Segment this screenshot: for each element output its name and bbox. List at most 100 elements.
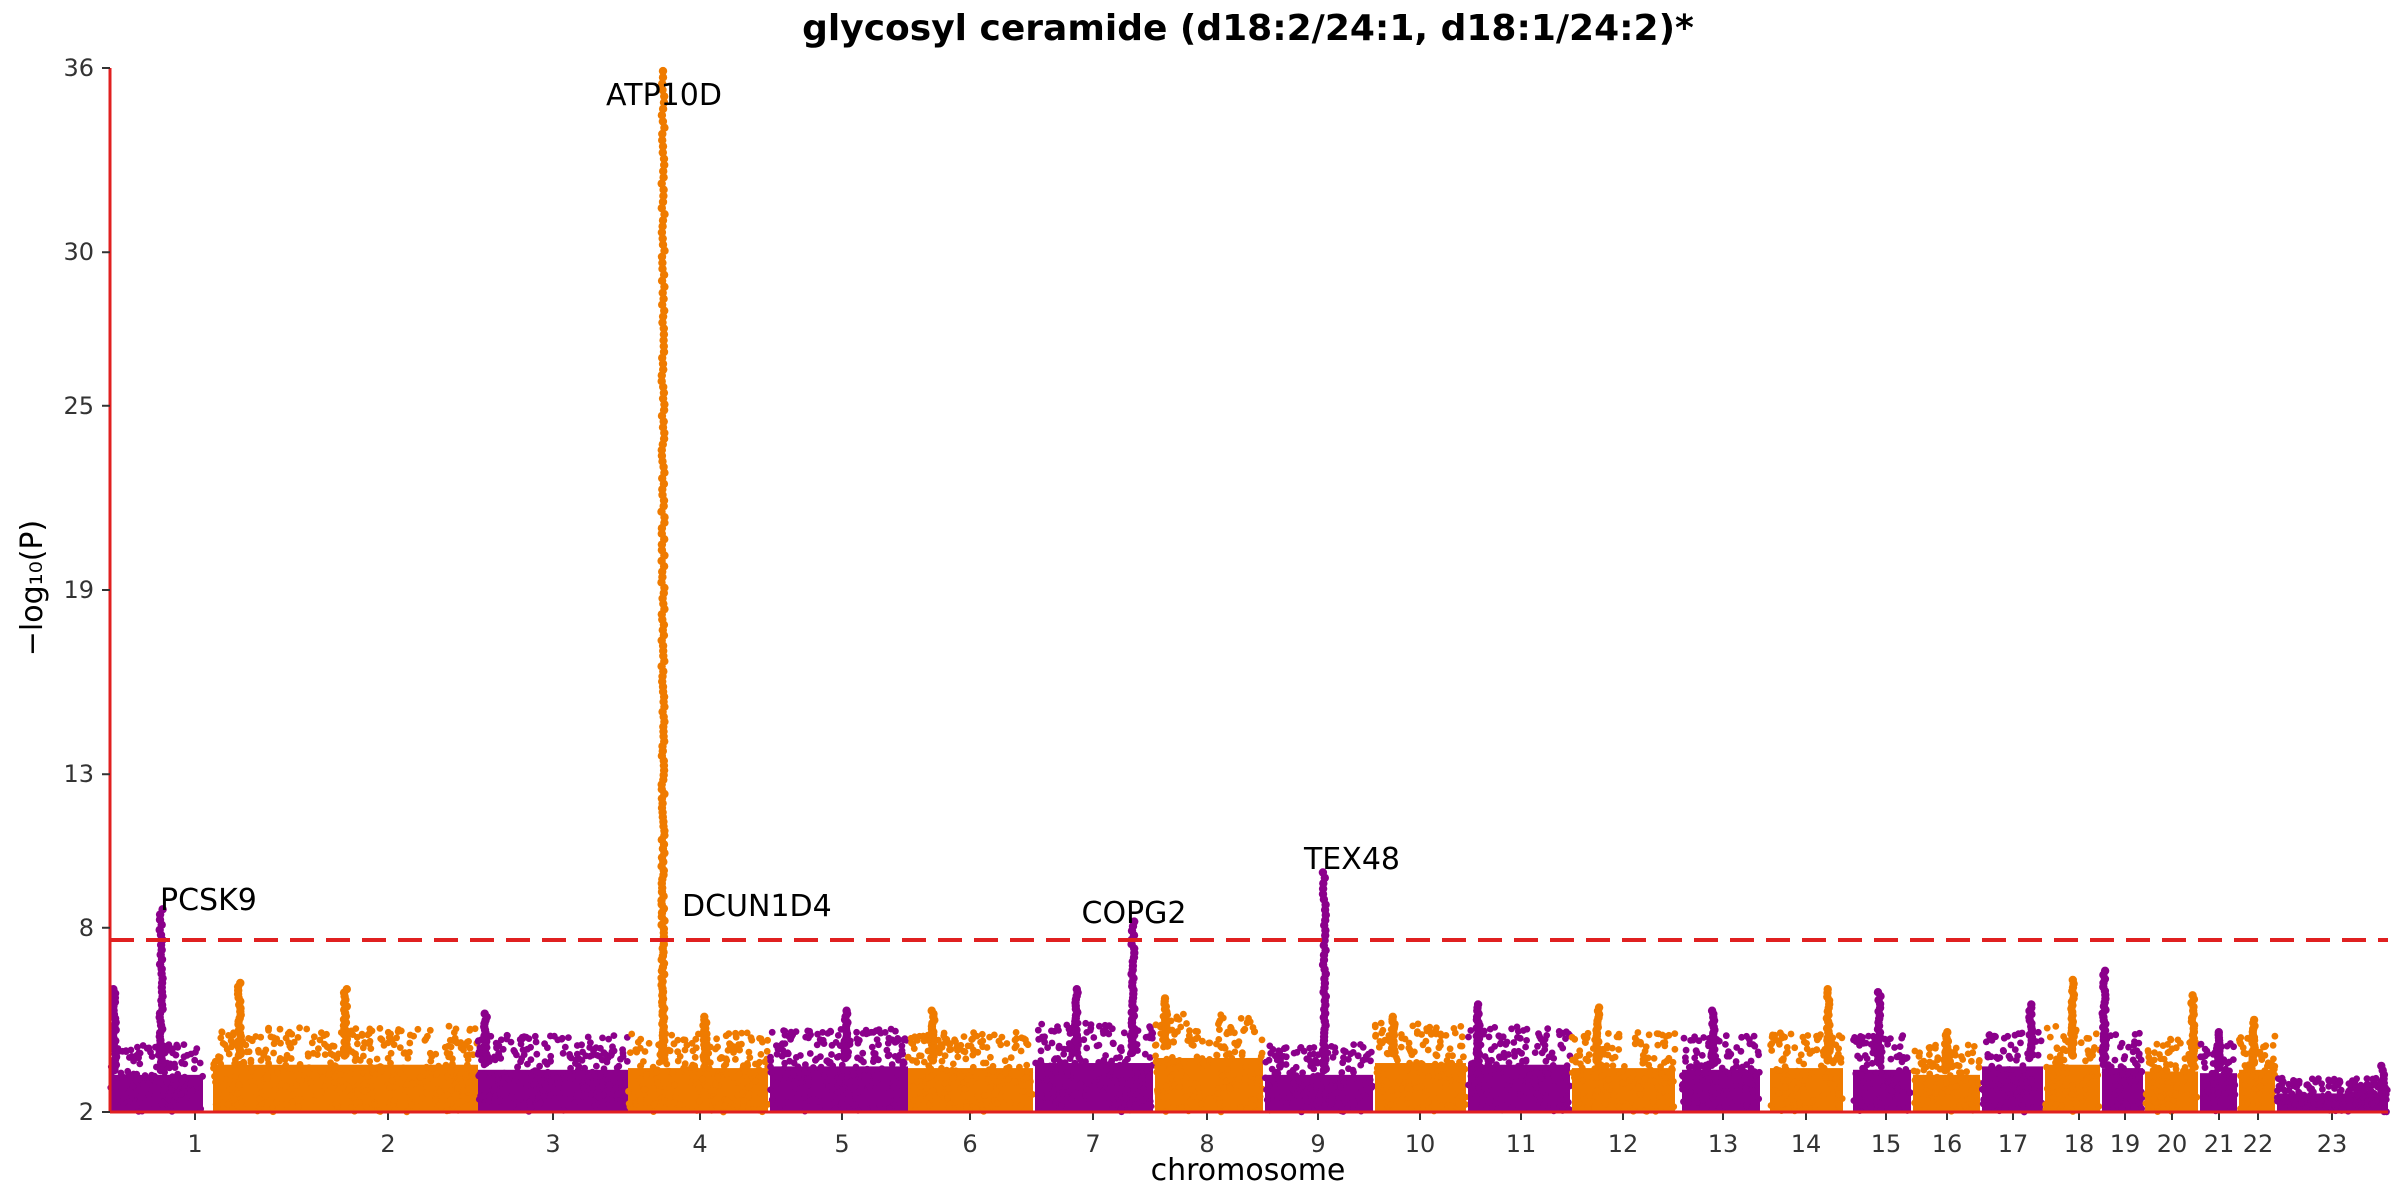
x-tick-label: 15 [1871, 1130, 1902, 1158]
snp-point [1915, 1053, 1923, 1060]
snp-point [2269, 1042, 2277, 1049]
gene-label-copg2: COPG2 [1082, 896, 1187, 931]
snp-point [397, 1027, 405, 1035]
snp-point [1061, 1059, 1069, 1066]
snp-point [1563, 1062, 1571, 1070]
snp-point [1451, 1029, 1459, 1037]
snp-peak-point [659, 336, 668, 345]
snp-point [1934, 1101, 1942, 1108]
snp-point [121, 1084, 129, 1092]
snp-point [2291, 1101, 2299, 1108]
snp-point [1227, 1075, 1235, 1083]
snp-point [2095, 1103, 2103, 1110]
snp-point [945, 1103, 953, 1111]
snp-point [1169, 1058, 1177, 1065]
snp-point [406, 1039, 414, 1047]
snp-point [248, 1068, 255, 1075]
snp-point [2043, 1085, 2051, 1093]
snp-point [218, 1028, 226, 1036]
snp-point [1425, 1073, 1432, 1081]
snp-point [1693, 1098, 1701, 1106]
snp-peak-point [658, 85, 667, 95]
snp-point [2226, 1067, 2233, 1075]
snp-point [1395, 1076, 1403, 1084]
snp-point [1002, 1069, 1009, 1077]
chromosome-23-points [2273, 1061, 2391, 1116]
snp-point [561, 1075, 568, 1083]
snp-point [540, 1093, 548, 1100]
chromosome-13-points [1678, 1006, 1763, 1114]
snp-point [1886, 1093, 1893, 1101]
snp-point [307, 1079, 315, 1086]
snp-point [2230, 1043, 2238, 1051]
snp-point [145, 1091, 153, 1099]
snp-point [130, 1054, 137, 1062]
snp-point [2142, 1090, 2150, 1098]
snp-point [1052, 1098, 1060, 1106]
snp-point [1032, 1059, 1039, 1067]
snp-point [1592, 1092, 1600, 1100]
snp-point [1350, 1100, 1358, 1108]
snp-point [2156, 1051, 2163, 1058]
snp-point [418, 1102, 425, 1110]
snp-point [1891, 1044, 1898, 1051]
snp-point [1037, 1101, 1045, 1109]
snp-point [949, 1060, 957, 1068]
snp-point [1958, 1097, 1966, 1105]
snp-point [1525, 1082, 1532, 1090]
snp-point [787, 1036, 794, 1043]
snp-point [1231, 1048, 1239, 1056]
snp-point [592, 1044, 600, 1052]
snp-point [790, 1071, 798, 1079]
snp-point [1984, 1102, 1992, 1110]
snp-point [2184, 1090, 2192, 1098]
snp-point [325, 1044, 333, 1052]
snp-point [1716, 1069, 1723, 1077]
snp-point [1808, 1070, 1815, 1077]
gene-label-dcun1d4: DCUN1D4 [682, 889, 832, 924]
snp-point [369, 1065, 376, 1073]
snp-point [547, 1052, 555, 1060]
snp-point [2164, 1079, 2172, 1087]
snp-point [1899, 1032, 1907, 1039]
snp-point [1894, 1084, 1901, 1092]
snp-point [2256, 1082, 2264, 1090]
snp-point [860, 1058, 867, 1066]
snp-point [445, 1022, 453, 1030]
snp-point [1382, 1077, 1390, 1085]
snp-point [817, 1053, 824, 1060]
snp-point [1134, 1069, 1141, 1077]
snp-point [387, 1049, 395, 1057]
snp-point [1087, 1021, 1095, 1029]
snp-point [224, 1101, 232, 1108]
snp-point [727, 1043, 734, 1051]
snp-point [1967, 1094, 1975, 1102]
snp-point [547, 1091, 555, 1099]
y-tick-label: 25 [63, 392, 94, 420]
snp-point [1692, 1078, 1700, 1085]
snp-point [591, 1102, 599, 1109]
snp-point [767, 1069, 775, 1076]
snp-point [435, 1062, 442, 1070]
snp-point [1626, 1077, 1634, 1084]
snp-point [418, 1067, 426, 1075]
snp-point [1493, 1095, 1501, 1103]
snp-point [1283, 1088, 1291, 1096]
snp-point [1585, 1099, 1593, 1107]
snp-point [493, 1044, 500, 1052]
snp-point [1811, 1104, 1818, 1112]
snp-point [859, 1049, 867, 1057]
snp-point [969, 1063, 977, 1071]
snp-point [1083, 1029, 1091, 1036]
snp-point [1224, 1066, 1231, 1073]
snp-point [1767, 1102, 1775, 1109]
snp-point [541, 1080, 549, 1088]
snp-point [2322, 1104, 2330, 1112]
snp-point [235, 1081, 243, 1089]
snp-point [2049, 1083, 2057, 1090]
snp-point [1328, 1094, 1336, 1102]
snp-point [1218, 1072, 1226, 1080]
snp-point [628, 1030, 636, 1038]
snp-point [1523, 1037, 1530, 1044]
chromosome-19-points [2098, 966, 2146, 1113]
